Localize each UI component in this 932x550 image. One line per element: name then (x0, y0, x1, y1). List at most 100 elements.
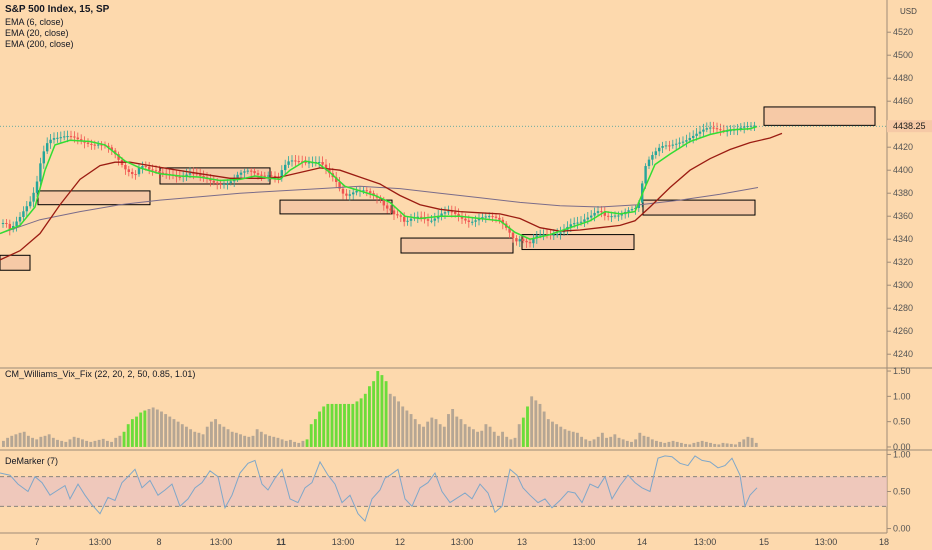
vix-fix-bar (197, 432, 201, 447)
candle-body (63, 136, 66, 138)
candle-body (209, 178, 212, 181)
vix-fix-bar (10, 435, 14, 447)
price-tick-label: 4400 (893, 165, 913, 175)
vix-fix-bar (97, 439, 101, 447)
vix-fix-bar (122, 431, 126, 447)
candle-body (192, 173, 195, 175)
vix-fix-bar (505, 436, 509, 447)
vix-fix-bar (467, 426, 471, 447)
candle-body (749, 125, 753, 127)
vix-fix-bar (517, 424, 521, 447)
candle-body (501, 219, 504, 224)
legend-ema200: EMA (200, close) (5, 39, 74, 49)
vix-fix-bar (684, 443, 687, 447)
candle-body (199, 174, 202, 176)
candle-body (542, 234, 545, 236)
candle-body (355, 190, 358, 193)
vix-fix-bar (305, 439, 309, 447)
candle-body (243, 171, 246, 173)
vix-fix-bar (459, 419, 463, 447)
candle-body (426, 219, 430, 221)
time-tick-label: 13:00 (332, 537, 355, 547)
candle-body (698, 131, 702, 134)
vix-fix-bar (484, 424, 488, 447)
vix-fix-bar (347, 403, 351, 447)
vix-fix-bar (43, 435, 47, 447)
vix-fix-bar (438, 424, 442, 447)
vix-fix-bar (688, 444, 692, 447)
candle-body (556, 233, 559, 235)
vix-fix-bar (147, 409, 151, 447)
vix-fix-bar (592, 439, 596, 447)
last-price-label: 4438.25 (893, 121, 926, 131)
vix-fix-bar (501, 431, 504, 447)
vix-fix-bar (51, 437, 55, 447)
vix-fix-bar (542, 411, 546, 447)
price-tick-label: 4300 (893, 280, 913, 290)
candle-body (93, 144, 96, 146)
vix-fix-bar (480, 430, 484, 447)
vix-fix-bar (143, 410, 147, 447)
vix-fix-bar (725, 443, 729, 447)
candle-body (97, 144, 100, 146)
candle-body (348, 194, 351, 196)
candle-body (8, 223, 11, 230)
vix-fix-bar (72, 436, 76, 447)
vix-fix-bar (359, 398, 363, 447)
vix-fix-bar (472, 429, 475, 447)
vix-fix-bar (729, 443, 733, 447)
candle-body (110, 147, 113, 151)
time-tick-label: 12 (395, 537, 405, 547)
price-tick-label: 4500 (893, 50, 913, 60)
vix-fix-bar (139, 412, 143, 447)
supply-demand-zone (0, 254, 31, 271)
vix-fix-bar (600, 432, 604, 447)
vix-fix-bar (259, 431, 263, 447)
price-tick-label: 4240 (893, 349, 913, 359)
demarker-tick-label: 0.00 (893, 524, 911, 534)
candle-body (692, 135, 695, 138)
vix-fix-bar (234, 432, 238, 447)
vix-fix-bar (555, 424, 559, 447)
vix-fix-bar (60, 440, 64, 447)
vix-fix-bar (530, 396, 534, 447)
demarker-line (0, 455, 758, 523)
vix-fix-bar (609, 436, 613, 447)
vix-fix-bar (746, 436, 750, 447)
vix-fix-bar (56, 439, 59, 447)
vix-fix-bar (455, 416, 459, 447)
candle-body (715, 128, 719, 130)
vix-fix-bar (280, 439, 284, 447)
vix-fix-bar (492, 431, 496, 447)
candle-body (416, 216, 419, 218)
vix-fix-bar (734, 444, 737, 447)
vix-fix-bar (696, 441, 700, 447)
chart-title: S&P 500 Index, 15, SP (5, 4, 110, 15)
price-tick-label: 4320 (893, 257, 913, 267)
time-tick-label: 11 (276, 537, 286, 547)
vix-fix-bar (185, 426, 188, 447)
vix-fix-bar (430, 417, 434, 447)
vix-fix-bar (334, 403, 338, 447)
candle-body (620, 214, 623, 216)
vix-fix-bar (621, 439, 625, 447)
vix-fix-bar (268, 435, 272, 447)
vix-fix-bar (434, 419, 438, 447)
vix-fix-bar (226, 429, 230, 447)
vix-fix-bar (659, 441, 663, 447)
vix-fix-bar (571, 431, 575, 447)
vix-fix-bar (742, 439, 746, 447)
vix-fix-bar (700, 440, 704, 447)
candle-body (263, 175, 266, 177)
candle-body (321, 162, 324, 165)
vix-fix-bar (551, 421, 554, 447)
candle-body (477, 218, 481, 221)
vix-fix-bar (546, 419, 550, 447)
candle-body (270, 175, 273, 177)
candle-body (590, 215, 593, 218)
vix-fix-bar (301, 440, 305, 447)
candle-body (498, 217, 501, 220)
vix-fix-bar (534, 400, 538, 447)
vix-fix-bar (172, 419, 176, 447)
